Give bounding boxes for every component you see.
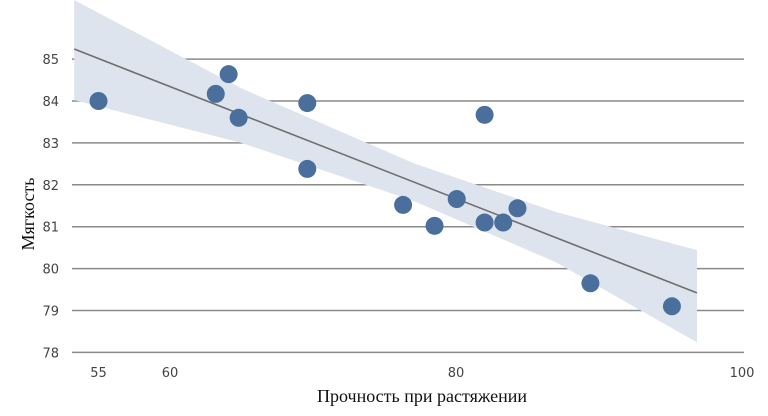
y-tick-label: 85 — [42, 53, 59, 68]
data-point — [447, 190, 466, 209]
data-point — [298, 159, 317, 178]
x-tick-label: 60 — [162, 366, 179, 381]
data-point — [581, 274, 600, 293]
data-point — [229, 108, 248, 127]
data-point — [425, 216, 444, 235]
data-points — [89, 65, 681, 316]
data-point — [206, 84, 225, 103]
data-point — [475, 213, 494, 232]
x-tick-label: 80 — [448, 366, 465, 381]
x-tick-label: 55 — [90, 366, 107, 381]
data-point — [662, 297, 681, 316]
x-tick-label: 100 — [730, 366, 755, 381]
y-tick-label: 81 — [42, 221, 59, 236]
y-tick-label: 80 — [42, 263, 59, 278]
data-point — [219, 65, 238, 84]
data-point — [394, 195, 413, 214]
regression-line — [73, 48, 698, 294]
regression-line-group — [73, 48, 698, 294]
y-tick-labels: 78 79 80 81 82 83 84 85 — [42, 53, 59, 361]
data-point — [494, 213, 513, 232]
x-axis-title: Прочность при растяжении — [317, 386, 527, 406]
data-point — [475, 105, 494, 124]
y-tick-label: 79 — [42, 305, 59, 320]
y-tick-label: 78 — [42, 346, 59, 361]
x-tick-labels: 55 60 80 100 — [90, 366, 754, 381]
y-tick-label: 82 — [42, 179, 59, 194]
y-tick-label: 83 — [42, 137, 59, 152]
data-point — [508, 199, 527, 218]
y-axis-title: Мягкость — [18, 177, 38, 250]
data-point — [298, 94, 317, 113]
data-point — [89, 92, 108, 110]
y-tick-label: 84 — [42, 95, 59, 110]
